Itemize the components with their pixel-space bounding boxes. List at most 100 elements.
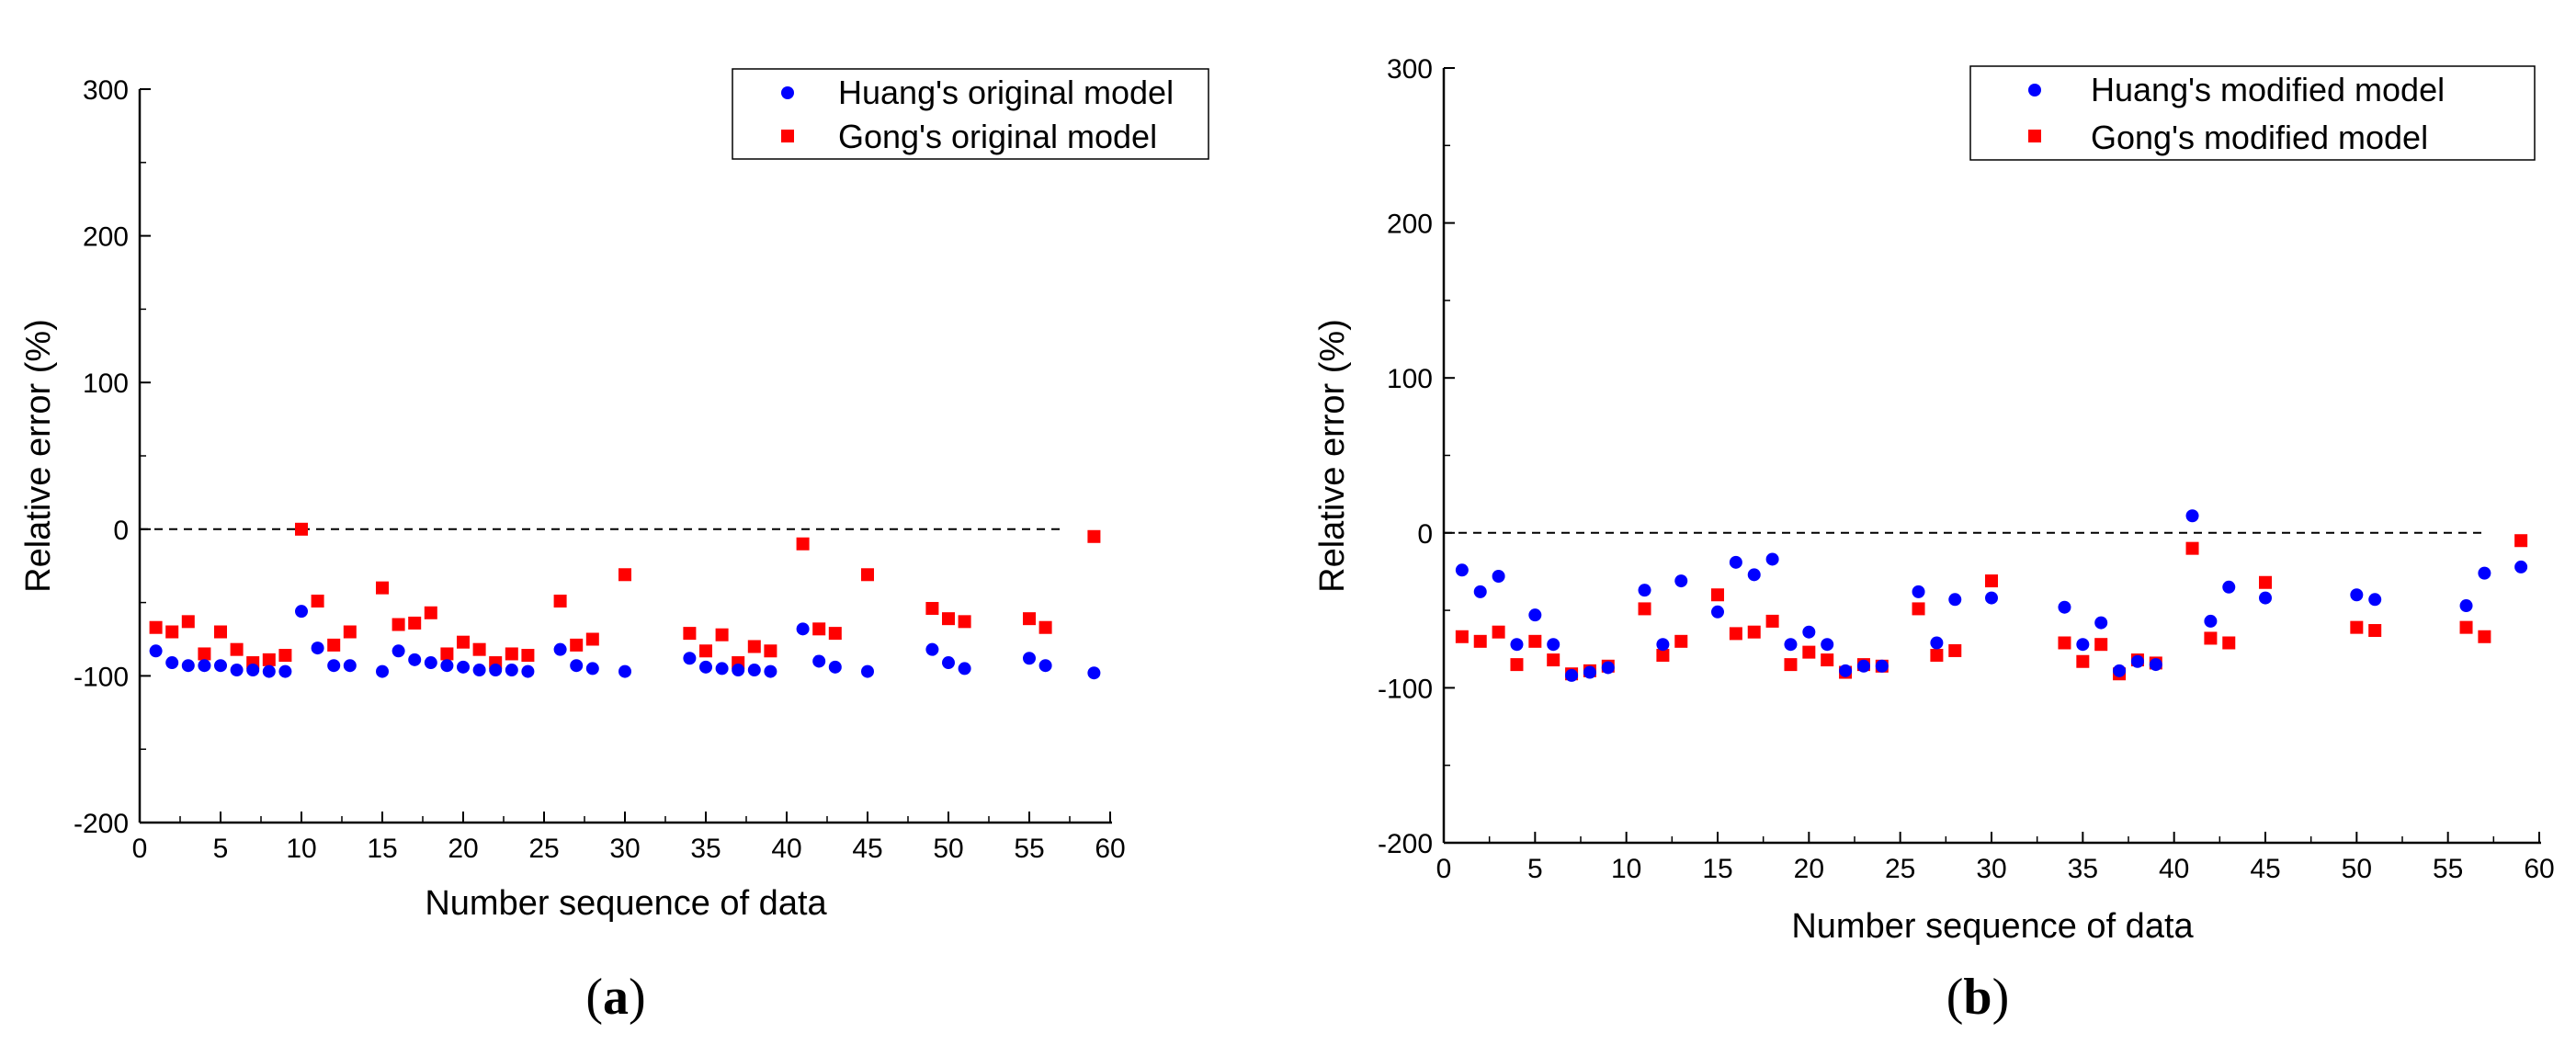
gong-point bbox=[1802, 645, 1816, 659]
huang-point bbox=[311, 642, 324, 655]
legend: Huang's original model Gong's original m… bbox=[732, 68, 1209, 160]
x-tick-label: 60 bbox=[1095, 834, 1125, 864]
gong-point bbox=[2350, 620, 2364, 634]
huang-point bbox=[1985, 591, 1998, 605]
huang-point bbox=[942, 656, 955, 670]
huang-point bbox=[2459, 599, 2473, 613]
huang-point bbox=[1802, 625, 1816, 639]
huang-point bbox=[505, 664, 518, 677]
huang-point bbox=[1087, 666, 1101, 680]
huang-point bbox=[715, 662, 729, 676]
gong-point bbox=[1638, 602, 1651, 616]
gong-point bbox=[149, 620, 163, 634]
huang-point bbox=[764, 664, 777, 678]
huang-point bbox=[2058, 600, 2071, 614]
huang-point bbox=[958, 662, 971, 676]
gong-point bbox=[457, 635, 470, 649]
y-tick-label: 200 bbox=[83, 222, 129, 253]
huang-point bbox=[2149, 658, 2162, 672]
x-axis-title: Number sequence of data bbox=[1791, 907, 2194, 946]
panel-b: -200 -100 0 100 200 300 0 5 10 15 20 25 30 35 40 45 50 5… bbox=[1313, 54, 2555, 1026]
huang-point bbox=[295, 605, 308, 619]
huang-point bbox=[2094, 616, 2108, 630]
gong-point bbox=[715, 628, 729, 642]
gong-point bbox=[958, 615, 971, 629]
gong-point bbox=[942, 612, 955, 626]
huang-point bbox=[1821, 638, 1834, 652]
legend-box bbox=[1969, 65, 2536, 161]
gong-point bbox=[408, 616, 422, 630]
panel-label: (b) bbox=[1946, 969, 2009, 1026]
huang-point bbox=[262, 664, 276, 678]
huang-point bbox=[1912, 585, 1925, 598]
huang-point bbox=[1565, 668, 1579, 682]
legend-label-huang: Huang's modified model bbox=[2091, 71, 2445, 108]
huang-point bbox=[198, 659, 211, 673]
gong-point bbox=[925, 601, 939, 615]
legend-label-huang: Huang's original model bbox=[838, 74, 1174, 111]
x-ticks: 0 5 10 15 20 25 30 35 40 45 50 55 60 bbox=[132, 812, 1126, 864]
gong-point bbox=[1948, 643, 1962, 657]
x-tick-label: 40 bbox=[2159, 854, 2189, 884]
gong-point bbox=[392, 618, 405, 631]
gong-point bbox=[2058, 636, 2071, 650]
x-tick-label: 50 bbox=[933, 834, 963, 864]
gong-point bbox=[1784, 658, 1798, 672]
huang-point bbox=[585, 662, 599, 676]
x-tick-label: 55 bbox=[2433, 854, 2463, 884]
huang-point bbox=[747, 664, 761, 677]
huang-point bbox=[1583, 665, 1596, 679]
gong-point bbox=[278, 649, 292, 663]
huang-point bbox=[796, 622, 810, 636]
gong-point bbox=[747, 640, 761, 653]
huang-point bbox=[2350, 588, 2364, 602]
gong-point bbox=[1930, 648, 1944, 662]
gong-point bbox=[214, 625, 227, 639]
plot-area bbox=[1442, 68, 2541, 845]
gong-point bbox=[2514, 534, 2528, 548]
gong-point bbox=[1729, 627, 1742, 641]
huang-point bbox=[1930, 636, 1944, 650]
huang-point bbox=[440, 659, 454, 673]
huang-point bbox=[489, 664, 503, 677]
gong-point bbox=[1023, 612, 1036, 626]
x-tick-label: 50 bbox=[2342, 854, 2372, 884]
gong-point bbox=[1821, 653, 1834, 667]
legend-marker-huang bbox=[781, 86, 794, 99]
huang-point bbox=[1729, 555, 1742, 569]
huang-point bbox=[2259, 591, 2272, 605]
legend-marker-gong bbox=[781, 130, 794, 142]
huang-point bbox=[246, 664, 260, 677]
huang-point bbox=[457, 660, 470, 674]
panel-label: (a) bbox=[585, 969, 645, 1026]
gong-point bbox=[1492, 625, 1505, 639]
x-tick-label: 35 bbox=[2068, 854, 2098, 884]
huang-point bbox=[2185, 509, 2199, 523]
x-tick-label: 30 bbox=[609, 834, 640, 864]
huang-point bbox=[1528, 608, 1542, 622]
x-tick-label: 20 bbox=[1794, 854, 1824, 884]
gong-point bbox=[2076, 654, 2090, 668]
y-tick-label: -200 bbox=[74, 809, 129, 839]
huang-point bbox=[327, 659, 341, 673]
legend-marker-huang bbox=[2028, 84, 2041, 97]
legend-marker-gong bbox=[2028, 130, 2041, 142]
gong-point bbox=[2259, 575, 2272, 589]
huang-point bbox=[1711, 605, 1724, 619]
huang-point bbox=[1492, 570, 1505, 584]
huang-point bbox=[699, 660, 712, 674]
gong-point bbox=[683, 627, 697, 641]
x-tick-label: 5 bbox=[1527, 854, 1543, 884]
y-axis-title: Relative error (%) bbox=[19, 319, 58, 593]
gong-point bbox=[472, 642, 486, 656]
huang-point bbox=[732, 664, 745, 677]
gong-point bbox=[796, 537, 810, 551]
y-tick-label: 200 bbox=[1387, 210, 1433, 240]
y-tick-label: 300 bbox=[1387, 54, 1433, 85]
huang-point bbox=[1473, 585, 1487, 598]
huang-point bbox=[472, 664, 486, 677]
gong-point bbox=[1455, 630, 1469, 643]
gong-point bbox=[424, 606, 437, 619]
x-tick-label: 10 bbox=[1611, 854, 1641, 884]
